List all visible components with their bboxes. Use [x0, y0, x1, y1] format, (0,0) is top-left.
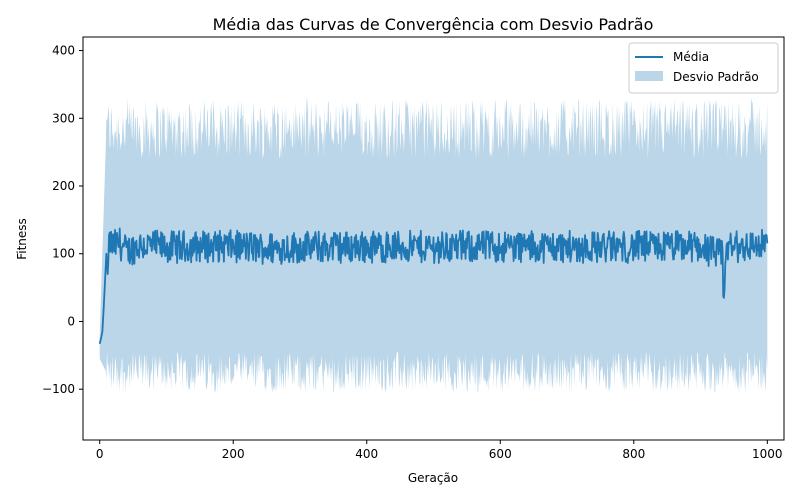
legend-mean-label: Média [673, 50, 709, 64]
legend: Média Desvio Padrão [628, 42, 779, 94]
y-tick-label: 200 [52, 179, 75, 193]
mean-fitness-line [98, 227, 769, 345]
y-tick-label: 300 [52, 111, 75, 125]
plot-frame [82, 36, 785, 441]
y-tick-label: −100 [42, 382, 75, 396]
legend-box [628, 42, 779, 94]
x-axis: 0 200 400 600 800 1000 [96, 440, 783, 461]
x-axis-title: Geração [408, 471, 458, 485]
chart-title: Média das Curvas de Convergência com Des… [213, 15, 654, 34]
legend-std-label: Desvio Padrão [673, 70, 759, 84]
y-tick-label: 0 [67, 314, 75, 328]
y-tick-label: 100 [52, 247, 75, 261]
x-tick-label: 600 [489, 447, 512, 461]
mean-line-layer [98, 227, 769, 345]
x-tick-label: 800 [622, 447, 645, 461]
y-axis: −100 0 100 200 300 400 [42, 44, 83, 396]
legend-std-swatch [635, 71, 663, 81]
x-tick-label: 1000 [752, 447, 783, 461]
x-tick-label: 0 [96, 447, 104, 461]
x-tick-label: 400 [355, 447, 378, 461]
y-axis-title: Fitness [15, 218, 29, 260]
x-tick-label: 200 [222, 447, 245, 461]
y-tick-label: 400 [52, 44, 75, 58]
